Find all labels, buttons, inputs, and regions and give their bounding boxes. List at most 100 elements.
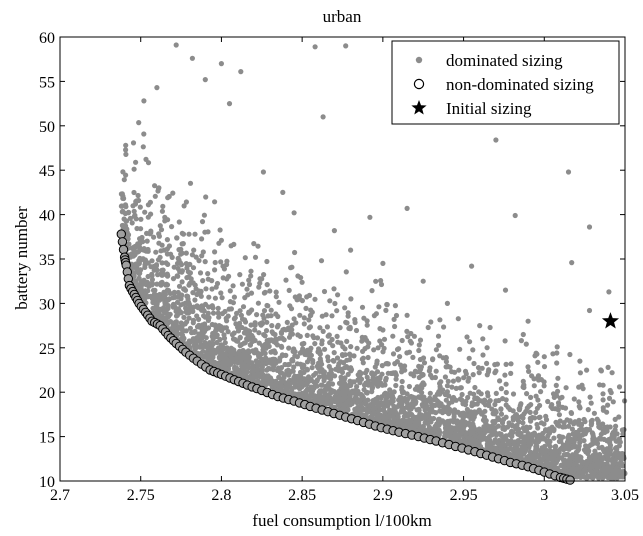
dominated-point [399, 337, 405, 344]
dominated-point [149, 271, 155, 277]
dominated-point [535, 425, 541, 431]
dominated-point [358, 370, 364, 376]
dominated-point [515, 430, 521, 436]
dominated-point [242, 317, 248, 323]
dominated-point [237, 308, 243, 314]
dominated-point [616, 384, 623, 390]
dominated-point [202, 229, 208, 235]
dominated-point [553, 382, 559, 388]
dominated-point [398, 394, 404, 401]
legend-label-initial: Initial sizing [446, 99, 532, 118]
dominated-point [217, 336, 223, 343]
dominated-point [446, 393, 452, 399]
dominated-point [567, 418, 573, 424]
dominated-point [554, 465, 561, 471]
dominated-point [481, 436, 487, 442]
dominated-point [153, 262, 160, 268]
dominated-point [175, 306, 182, 312]
dominated-point [576, 469, 582, 475]
dominated-point [121, 177, 127, 183]
dominated-point [286, 382, 293, 388]
dominated-point [591, 410, 598, 416]
dominated-point [583, 427, 589, 433]
dominated-point [373, 377, 379, 383]
dominated-point [419, 373, 425, 379]
dominated-point [606, 289, 612, 295]
dominated-point [600, 397, 606, 403]
dominated-point [493, 398, 499, 404]
dominated-point [222, 366, 228, 372]
dominated-point [132, 212, 138, 218]
dominated-point [288, 265, 294, 271]
dominated-point [512, 443, 518, 449]
dominated-point [347, 394, 353, 400]
dominated-point [170, 301, 177, 307]
dominated-point [342, 346, 348, 352]
dominated-point [238, 312, 244, 318]
dominated-point [170, 190, 176, 196]
dominated-point [533, 393, 539, 399]
dominated-point [390, 395, 396, 401]
dominated-point [183, 261, 189, 267]
x-tick-label: 2.7 [50, 487, 70, 504]
dominated-point [458, 385, 464, 391]
dominated-point [457, 396, 464, 402]
dominated-point [450, 378, 456, 384]
dominated-point [360, 395, 366, 401]
dominated-point [135, 267, 141, 273]
dominated-point [283, 327, 289, 333]
dominated-point [139, 234, 145, 241]
dominated-point [190, 338, 196, 344]
dominated-point [292, 391, 299, 397]
dominated-point [449, 418, 455, 424]
dominated-point [577, 464, 584, 470]
dominated-point [410, 394, 416, 400]
dominated-point [348, 296, 354, 302]
dominated-point [567, 351, 573, 358]
dominated-point [551, 435, 557, 441]
dominated-point [179, 279, 185, 285]
dominated-point [416, 385, 422, 391]
dominated-point [344, 338, 350, 344]
dominated-point [520, 415, 526, 421]
dominated-point [329, 313, 335, 319]
dominated-point [228, 243, 234, 249]
dominated-point [360, 412, 366, 418]
x-tick-label: 2.95 [450, 487, 478, 504]
dominated-point [416, 342, 422, 348]
dominated-point [234, 310, 240, 316]
dominated-point [240, 304, 247, 310]
dominated-point [427, 417, 433, 423]
dominated-point [206, 294, 212, 300]
dominated-point [558, 438, 564, 444]
dominated-point [591, 435, 597, 441]
dominated-point [186, 315, 192, 321]
dominated-point [453, 385, 459, 391]
dominated-point [524, 405, 530, 411]
dominated-point [494, 439, 501, 445]
dominated-point [547, 428, 553, 434]
dominated-point [125, 210, 131, 216]
dominated-point [163, 260, 169, 266]
dominated-point [271, 339, 277, 345]
dominated-point [394, 346, 401, 353]
dominated-point [501, 416, 507, 422]
dominated-point [393, 312, 400, 319]
dominated-point [163, 282, 169, 288]
dominated-point [389, 390, 395, 396]
dominated-point [563, 385, 569, 391]
dominated-point [186, 282, 192, 288]
dominated-point [256, 330, 262, 336]
dominated-point [342, 305, 348, 311]
dominated-point [554, 350, 560, 356]
dominated-point [480, 336, 486, 342]
dominated-point [152, 183, 158, 189]
dominated-point [260, 343, 266, 349]
dominated-point [158, 282, 164, 288]
dominated-point [576, 399, 582, 405]
dominated-point [325, 333, 331, 339]
dominated-point [620, 431, 626, 437]
dominated-point [509, 433, 515, 439]
nondominated-point [117, 237, 128, 247]
dominated-point [347, 326, 353, 332]
